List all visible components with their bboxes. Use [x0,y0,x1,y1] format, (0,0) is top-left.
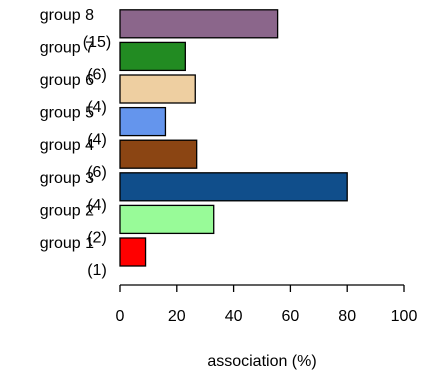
category-label: group 1 [40,235,94,252]
x-tick-label: 0 [116,308,125,325]
category-count-label: (2) [87,229,107,246]
category-label: group 5 [40,105,94,122]
bar-group-2 [119,204,215,235]
x-tick-label: 60 [282,308,300,325]
bar-group-6 [119,74,196,104]
bars-group [119,9,348,267]
x-tick-label: 40 [225,308,243,325]
category-count-label: (4) [87,197,107,214]
category-count-label: (15) [83,34,111,51]
category-count-label: (4) [87,132,107,149]
x-axis-label: association (%) [207,353,316,370]
x-tick-label: 100 [391,308,418,325]
bar-group-7 [119,41,186,72]
category-label: group 6 [40,72,94,89]
category-label: group 8 [40,7,94,24]
category-label: group 2 [40,202,94,219]
category-label: group 7 [40,39,94,56]
category-count-label: (4) [87,99,107,116]
bar-group-8 [119,9,279,39]
bar-group-4 [119,139,198,169]
category-label: group 3 [40,170,94,187]
x-tick-label: 80 [338,308,356,325]
category-labels-group: group 1(1)group 2(2)group 3(4)group 4(6)… [40,7,111,279]
category-count-label: (6) [87,164,107,181]
bar-group-5 [119,106,167,137]
category-count-label: (6) [87,66,107,83]
x-axis: 0 20 40 60 80 100 [116,284,418,325]
x-tick-label: 20 [168,308,186,325]
category-count-label: (1) [87,262,107,279]
bar-group-1 [119,237,147,267]
category-label: group 4 [40,137,94,154]
bar-group-3 [119,172,348,202]
